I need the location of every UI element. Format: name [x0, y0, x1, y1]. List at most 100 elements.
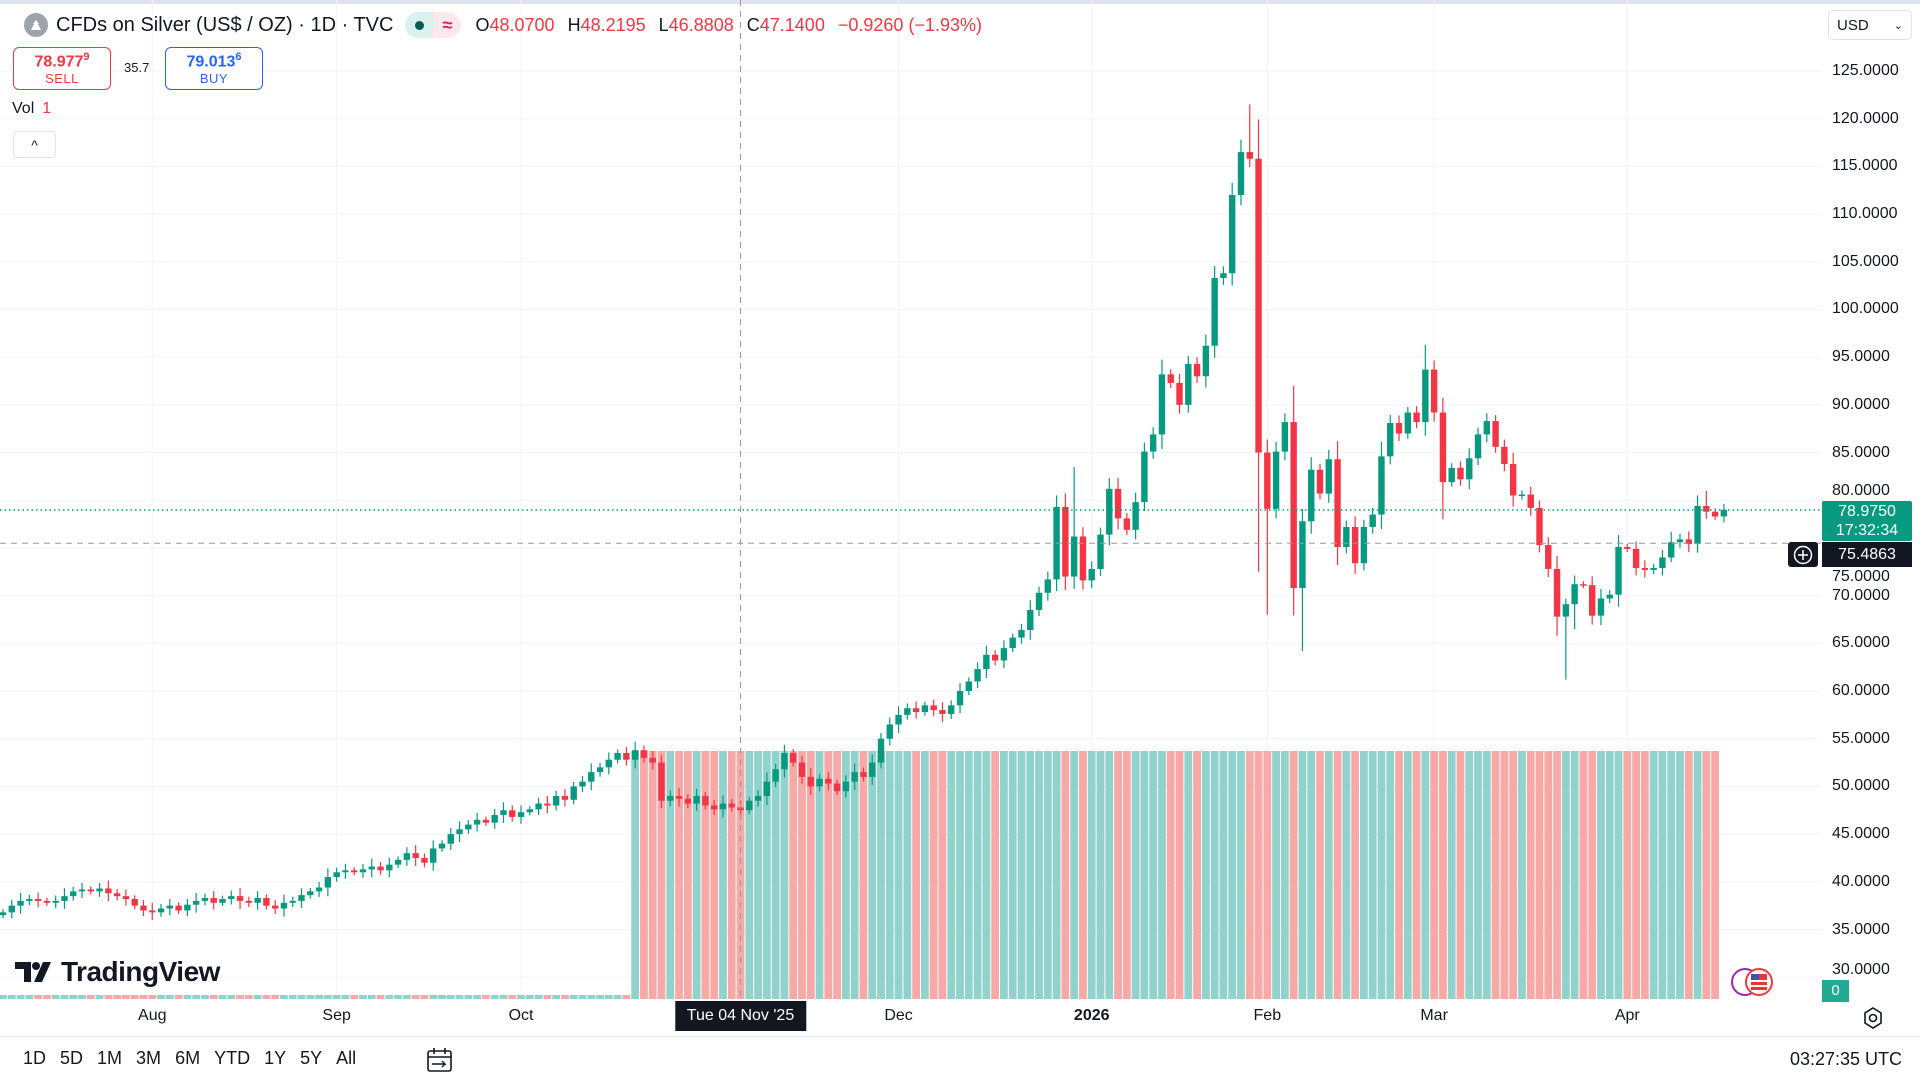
add-alert-button[interactable] — [1788, 542, 1818, 567]
candle-up — [315, 887, 323, 892]
calendar-goto-icon[interactable] — [425, 1046, 455, 1074]
volume-bar — [561, 995, 569, 999]
candle-up — [456, 829, 463, 835]
candle-up — [1369, 514, 1376, 527]
volume-bar — [148, 995, 157, 999]
volume-bar — [139, 995, 148, 999]
candle-down — [1079, 536, 1087, 581]
range-button-ytd[interactable]: YTD — [214, 1048, 251, 1068]
volume-bar — [1070, 751, 1079, 999]
volume-bar — [1632, 751, 1640, 999]
plus-circle-icon — [1793, 545, 1813, 564]
symbol-legend[interactable]: CFDs on Silver (US$ / OZ) · 1D · TVC ≈ O… — [24, 12, 990, 38]
volume-bar — [1482, 751, 1491, 999]
candle-up — [552, 795, 560, 806]
candle-down — [1255, 158, 1262, 453]
candle-down — [860, 772, 867, 777]
range-button-5y[interactable]: 5Y — [300, 1048, 323, 1068]
volume-bar — [280, 995, 288, 999]
range-button-1m[interactable]: 1M — [97, 1048, 123, 1068]
volume-bar — [525, 995, 534, 999]
candle-down — [1492, 421, 1499, 447]
candle-down — [561, 795, 569, 800]
candle-down — [658, 762, 665, 801]
volume-bar — [868, 751, 877, 999]
candle-up — [877, 738, 885, 763]
candle-down — [1457, 467, 1464, 480]
volume-bar — [244, 995, 253, 999]
volume-bar — [1561, 751, 1570, 999]
collapse-legend-button[interactable]: ^ — [13, 131, 56, 158]
volume-bar — [964, 751, 973, 999]
volume-bar — [1649, 751, 1658, 999]
candle-up — [26, 898, 33, 901]
top-border — [0, 0, 1920, 4]
candle-up — [605, 759, 613, 768]
volume-bar — [25, 995, 34, 999]
candle-up — [368, 866, 375, 870]
candle-down — [623, 753, 630, 760]
candle-down — [421, 857, 428, 863]
range-button-5d[interactable]: 5D — [60, 1048, 84, 1068]
candle-up — [430, 848, 437, 863]
candle-up — [1325, 459, 1332, 494]
range-button-6m[interactable]: 6M — [175, 1048, 201, 1068]
currency-dropdown[interactable]: USD ⌄ — [1828, 10, 1912, 40]
candle-down — [991, 654, 999, 661]
volume-bar — [1351, 751, 1360, 999]
range-button-1y[interactable]: 1Y — [264, 1048, 287, 1068]
volume-bar — [1526, 751, 1535, 999]
candle-up — [842, 781, 850, 792]
sell-button[interactable]: 78.9779 SELL — [13, 47, 111, 90]
candle-up — [948, 705, 955, 714]
candle-up — [1676, 539, 1684, 543]
volume-bar — [446, 995, 455, 999]
volume-bar — [719, 751, 727, 999]
price-tick-label: 110.0000 — [1832, 205, 1898, 223]
volume-bar — [157, 995, 165, 999]
volume-bar — [323, 995, 332, 999]
volume-bar — [1263, 751, 1272, 999]
volume-bar — [912, 751, 921, 999]
clock-utc[interactable]: 03:27:35 UTC — [1789, 1049, 1902, 1069]
candle-up — [763, 781, 771, 796]
price-tick-label: 40.0000 — [1832, 872, 1890, 890]
volume-bar — [1000, 751, 1008, 999]
candle-up — [904, 708, 911, 715]
candle-up — [1132, 502, 1139, 530]
candle-down — [544, 803, 551, 806]
tradingview-logo[interactable]: TradingView — [15, 956, 220, 988]
range-button-1d[interactable]: 1D — [23, 1048, 47, 1068]
range-button-3m[interactable]: 3M — [136, 1048, 162, 1068]
ohlc-values: O48.0700 H48.2195 L46.8808 C47.1400 −0.9… — [475, 14, 982, 35]
volume-bar — [1553, 751, 1561, 999]
candle-up — [746, 800, 753, 811]
candle-down — [87, 889, 94, 892]
volume-legend[interactable]: Vol 1 — [12, 100, 52, 117]
axis-settings-icon[interactable] — [1860, 1005, 1886, 1031]
price-tick-label: 115.0000 — [1832, 157, 1898, 175]
price-tick-label: 85.0000 — [1832, 443, 1890, 461]
approx-icon[interactable]: ≈ — [433, 12, 462, 38]
volume-bar — [1623, 751, 1632, 999]
market-status[interactable]: ≈ — [405, 12, 462, 38]
buy-button[interactable]: 79.0136 BUY — [165, 47, 263, 90]
candle-up — [52, 900, 59, 903]
volume-bar — [1474, 751, 1482, 999]
candle-down — [702, 795, 709, 806]
volume-bar — [701, 751, 710, 999]
candle-down — [710, 805, 718, 810]
volume-bar — [877, 751, 885, 999]
range-button-all[interactable]: All — [336, 1048, 357, 1068]
candle-up — [465, 824, 472, 830]
volume-bar — [122, 995, 130, 999]
symbol-title[interactable]: CFDs on Silver (US$ / OZ) · 1D · TVC — [56, 13, 394, 36]
price-tick-label: 125.0000 — [1832, 62, 1899, 79]
volume-bar — [0, 995, 7, 999]
volume-bar — [710, 751, 719, 999]
volume-bar — [1377, 751, 1386, 999]
candle-up — [473, 819, 481, 825]
market-open-dot-icon[interactable] — [405, 12, 434, 38]
candle-up — [1097, 534, 1104, 569]
